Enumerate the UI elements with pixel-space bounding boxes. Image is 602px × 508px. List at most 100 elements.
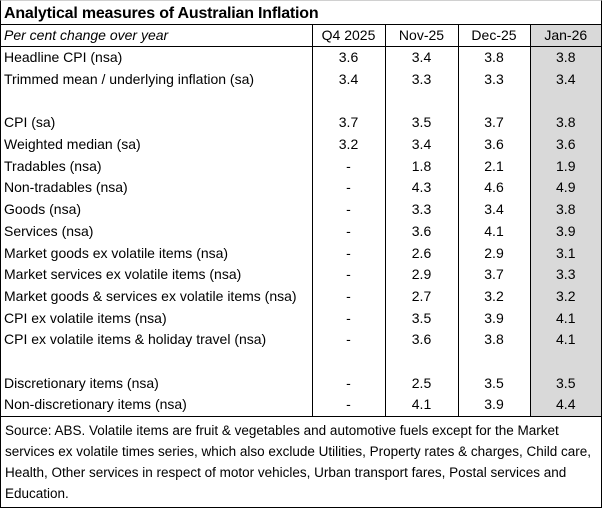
table-row: Weighted median (sa) 3.2 3.4 3.6 3.6 <box>1 133 601 156</box>
row-label: CPI (sa) <box>4 114 56 131</box>
cell-value: 1.9 <box>529 155 601 178</box>
column-header-jan-26: Jan-26 <box>529 25 601 47</box>
cell-value: 3.8 <box>529 198 601 221</box>
cell-value: 3.7 <box>457 112 530 134</box>
row-label: Tradables (nsa) <box>4 157 102 174</box>
cell-value: - <box>311 155 385 178</box>
table-row: Market services ex volatile items (nsa) -… <box>1 263 601 286</box>
cell-value: 3.3 <box>384 198 458 221</box>
cell-value: 2.5 <box>384 372 458 394</box>
cell-value: 3.8 <box>457 46 530 69</box>
column-header-dec-25: Dec-25 <box>457 25 530 47</box>
cell-value: 3.5 <box>457 372 530 394</box>
table-row: CPI ex volatile items (nsa) -3.5 3.9 4.1 <box>1 307 601 329</box>
cell-value <box>311 350 385 373</box>
cell-value: 4.4 <box>529 394 601 417</box>
cell-value: 3.6 <box>457 133 530 156</box>
cell-value: 3.4 <box>457 198 530 221</box>
cell-value: - <box>311 220 385 243</box>
row-label: Market services ex volatile items (nsa) <box>4 266 242 283</box>
row-label: Trimmed mean / underlying inflation (sa) <box>4 71 255 88</box>
cell-value <box>384 90 458 113</box>
cell-value: 4.1 <box>529 328 601 351</box>
cell-value <box>457 90 530 113</box>
cell-value: 3.2 <box>311 133 385 156</box>
table-row: Tradables (nsa) -1.8 2.1 1.9 <box>1 155 601 178</box>
cell-value: 3.2 <box>457 285 530 308</box>
cell-value: 2.7 <box>384 285 458 308</box>
cell-value: - <box>311 285 385 308</box>
cell-value <box>457 350 530 373</box>
table-row: Headline CPI (nsa) 3.6 3.4 3.8 3.8 <box>1 46 601 69</box>
column-header-q4-2025: Q4 2025 <box>311 25 385 47</box>
table-row: CPI (sa) 3.7 3.5 3.7 3.8 <box>1 112 601 134</box>
cell-value: 3.4 <box>311 68 385 91</box>
cell-value: 4.9 <box>529 177 601 199</box>
inflation-table: Per cent change over year Q4 2025 Nov-25… <box>1 25 601 417</box>
cell-value: 2.9 <box>457 242 530 264</box>
table-row: Market goods ex volatile items (nsa) -2.6… <box>1 242 601 264</box>
cell-value: 4.1 <box>384 394 458 417</box>
cell-value: 2.6 <box>384 242 458 264</box>
cell-value: 3.4 <box>529 68 601 91</box>
row-label: Non-discretionary items (nsa) <box>1 394 312 417</box>
row-label: Discretionary items (nsa) <box>4 374 159 391</box>
source-note: Source: ABS. Volatile items are fruit & … <box>5 422 591 501</box>
column-header-nov-25: Nov-25 <box>384 25 458 47</box>
cell-value: - <box>311 394 385 417</box>
row-label: Services (nsa) <box>4 222 94 239</box>
cell-value: 3.5 <box>384 307 458 329</box>
cell-value: 3.1 <box>529 242 601 264</box>
cell-value: 3.6 <box>384 220 458 243</box>
cell-value: 3.8 <box>529 46 601 69</box>
row-label: CPI ex volatile items & holiday travel (… <box>4 331 267 348</box>
cell-value <box>311 90 385 113</box>
row-label: CPI ex volatile items (nsa) <box>4 309 167 326</box>
cell-value: 1.8 <box>384 155 458 178</box>
header-label: Per cent change over year <box>1 25 312 47</box>
cell-value: 3.3 <box>457 68 530 91</box>
cell-value: - <box>311 263 385 286</box>
table-row: Non-tradables (nsa) -4.3 4.6 4.9 <box>1 177 601 199</box>
cell-value: - <box>311 328 385 351</box>
row-label <box>1 90 312 112</box>
row-label <box>1 351 312 373</box>
cell-value: - <box>311 177 385 199</box>
cell-value: 3.4 <box>384 133 458 156</box>
cell-value <box>529 90 601 113</box>
cell-value: 3.4 <box>384 46 458 69</box>
cell-value: 3.2 <box>529 285 601 308</box>
cell-value: 3.6 <box>384 328 458 351</box>
table-row: Discretionary items (nsa) -2.5 3.5 3.5 <box>1 372 601 394</box>
cell-value: 4.1 <box>457 220 530 243</box>
cell-value: 3.8 <box>457 328 530 351</box>
cell-value <box>384 350 458 373</box>
table-row <box>1 90 601 113</box>
cell-value: 3.5 <box>529 372 601 394</box>
cell-value: - <box>311 372 385 394</box>
cell-value: 4.3 <box>384 177 458 199</box>
cell-value: 3.9 <box>457 394 530 417</box>
cell-value: - <box>311 242 385 264</box>
cell-value: 3.5 <box>384 112 458 134</box>
table-row: CPI ex volatile items & holiday travel (… <box>1 328 601 351</box>
header-row: Per cent change over year Q4 2025 Nov-25… <box>1 25 601 47</box>
cell-value: 3.9 <box>529 220 601 243</box>
cell-value: 3.3 <box>529 263 601 286</box>
table-row: Market goods & services ex volatile item… <box>1 285 601 308</box>
cell-value <box>529 350 601 373</box>
table-row: Goods (nsa) -3.3 3.4 3.8 <box>1 198 601 221</box>
table-row: Services (nsa) -3.6 4.1 3.9 <box>1 220 601 243</box>
row-label: Market goods & services ex volatile item… <box>4 287 297 304</box>
cell-value: 2.9 <box>384 263 458 286</box>
table-row <box>1 350 601 373</box>
row-label: Market goods ex volatile items (nsa) <box>4 244 229 261</box>
cell-value: - <box>311 307 385 329</box>
cell-value: 3.7 <box>311 112 385 134</box>
row-label: Non-tradables (nsa) <box>4 179 128 196</box>
row-label: Weighted median (sa) <box>4 136 141 153</box>
table-row: Non-discretionary items (nsa) -4.1 3.9 4.4 <box>1 394 601 417</box>
row-label: Headline CPI (nsa) <box>4 49 123 66</box>
cell-value: 3.8 <box>529 112 601 134</box>
cell-value: 3.6 <box>311 46 385 69</box>
